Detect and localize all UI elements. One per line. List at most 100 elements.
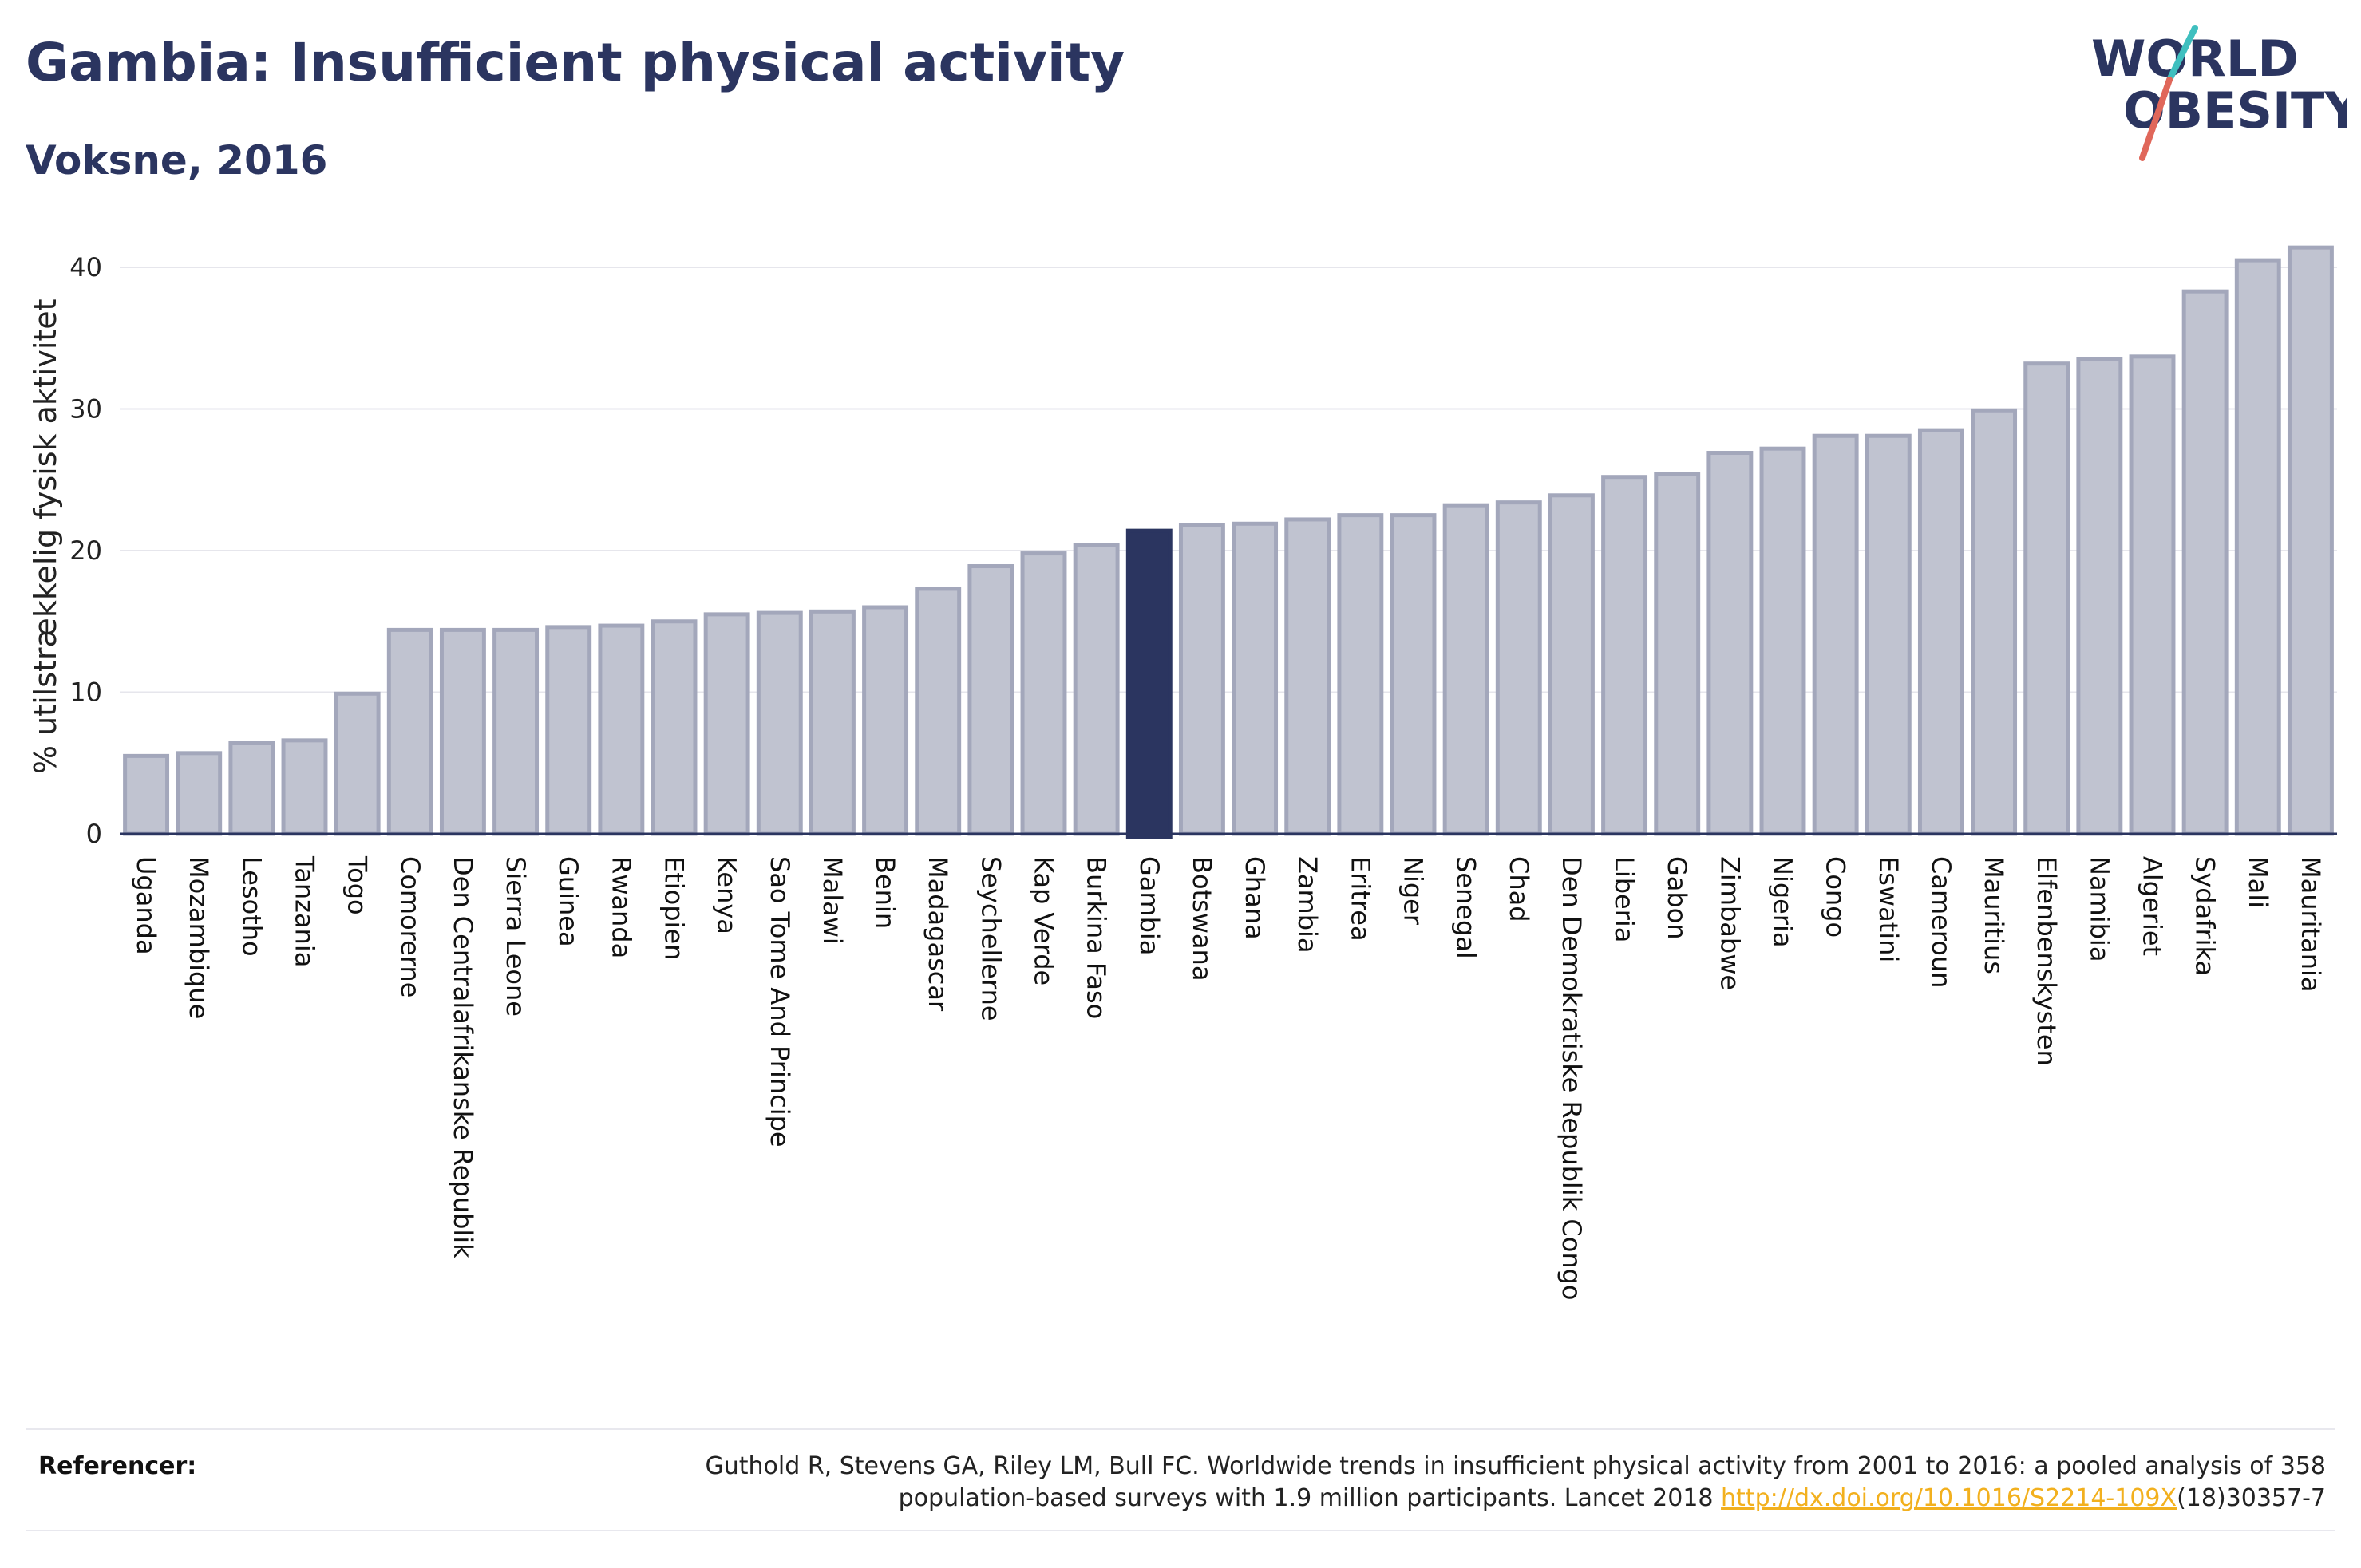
x-tick-label: Comorerne: [395, 856, 425, 997]
x-tick-label: Mauritania: [2296, 856, 2326, 992]
x-tick-label: Rwanda: [606, 856, 636, 958]
page-subtitle: Voksne, 2016: [26, 137, 328, 184]
bar-burkina-faso: [1073, 543, 1120, 836]
x-tick-label: Sydafrika: [2190, 856, 2221, 976]
x-tick-label: Sao Tome And Principe: [765, 856, 795, 1147]
x-tick-label: Senegal: [1451, 856, 1481, 959]
x-tick-label: Nigeria: [1768, 856, 1798, 947]
x-tick-label: Elfenbenskysten: [2031, 856, 2062, 1066]
x-tick-label: Togo: [342, 855, 373, 915]
x-tick-label: Kap Verde: [1029, 856, 1059, 985]
bar-tanzania: [281, 738, 328, 836]
bar-benin: [862, 605, 909, 836]
bar-rwanda: [598, 623, 645, 836]
y-tick-label: 0: [86, 819, 102, 849]
bar-seychellerne: [967, 564, 1014, 836]
x-tick-label: Zambia: [1292, 856, 1323, 954]
world-obesity-logo: WORLD OBESITY: [2091, 25, 2347, 161]
x-tick-label: Guinea: [553, 856, 583, 947]
bar-mauritius: [1971, 408, 2018, 836]
y-tick-label: 40: [69, 252, 102, 282]
bar-uganda: [123, 753, 170, 836]
bar-senegal: [1442, 503, 1489, 836]
bar-eswatini: [1865, 433, 1912, 836]
bar-gambia: [1125, 528, 1173, 839]
logo-line1: WORLD: [2091, 30, 2299, 88]
bar-algeriet: [2129, 354, 2176, 836]
bar-zambia: [1284, 517, 1331, 836]
y-tick-label: 30: [69, 394, 102, 425]
bar-chart: 0 10 20 30 40% utilstrækkelig fysisk aktivit…: [28, 245, 2337, 1300]
x-tick-label: Uganda: [131, 856, 161, 955]
bar-guinea: [545, 625, 592, 836]
x-tick-label: Burkina Faso: [1082, 856, 1112, 1019]
bar-togo: [334, 691, 381, 836]
bar-gabon: [1654, 472, 1701, 836]
y-tick-label: 10: [69, 677, 102, 708]
x-tick-label: Den Centralafrikanske Republik: [448, 856, 478, 1258]
x-tick-label: Den Demokratiske Republik Congo: [1556, 856, 1587, 1300]
bar-kap-verde: [1020, 551, 1067, 836]
bar-chad: [1495, 500, 1542, 836]
bar-comorerne: [386, 627, 433, 836]
reference-doi-link[interactable]: http://dx.doi.org/10.1016/S2214-109X: [1721, 1484, 2177, 1512]
x-tick-label: Eswatini: [1873, 856, 1904, 962]
bar-mali: [2234, 258, 2281, 836]
bar-liberia: [1601, 475, 1648, 836]
bar-den-demokratiske-republik-congo: [1548, 493, 1595, 836]
x-tick-label: Mozambique: [184, 856, 214, 1019]
references-label: Referencer:: [38, 1452, 197, 1480]
x-tick-label: Cameroun: [1926, 856, 1956, 988]
x-tick-label: Malawi: [817, 856, 848, 945]
x-tick-label: Sierra Leone: [500, 856, 531, 1017]
reference-line2-suffix: (18)30357-7: [2177, 1484, 2326, 1512]
x-tick-label: Chad: [1504, 856, 1534, 922]
x-tick-label: Kenya: [712, 856, 742, 934]
x-tick-label: Tanzania: [290, 855, 320, 967]
y-axis-label: % utilstrækkelig fysisk aktivitet: [28, 298, 63, 774]
x-tick-label: Zimbabwe: [1714, 856, 1745, 990]
x-tick-label: Gambia: [1134, 856, 1165, 955]
x-tick-label: Mauritius: [1979, 856, 2009, 974]
bar-namibia: [2076, 357, 2123, 836]
bar-nigeria: [1759, 446, 1806, 836]
bar-den-centralafrikanske-republik: [439, 627, 486, 836]
x-tick-label: Benin: [870, 856, 900, 929]
bar-madagascar: [915, 587, 962, 836]
x-tick-label: Namibia: [2084, 856, 2114, 962]
references-section: Referencer: Guthold R, Stevens GA, Riley…: [26, 1428, 2335, 1531]
references-text: Guthold R, Stevens GA, Riley LM, Bull FC…: [490, 1451, 2326, 1515]
y-tick-label: 20: [69, 535, 102, 566]
bar-sydafrika: [2181, 289, 2229, 836]
bar-elfenbenskysten: [2023, 361, 2070, 836]
bar-mauritania: [2287, 245, 2334, 836]
x-tick-label: Eritrea: [1345, 856, 1375, 942]
bar-sao-tome-and-principe: [756, 610, 803, 836]
page-title: Gambia: Insufficient physical activity: [26, 32, 1125, 93]
bar-cameroun: [1917, 428, 1964, 836]
x-tick-label: Botswana: [1187, 856, 1217, 981]
x-tick-label: Liberia: [1609, 856, 1639, 942]
x-tick-label: Niger: [1398, 856, 1429, 926]
x-tick-label: Etiopien: [659, 856, 690, 960]
reference-line1: Guthold R, Stevens GA, Riley LM, Bull FC…: [705, 1452, 2326, 1480]
bar-ghana: [1232, 521, 1279, 836]
bar-congo: [1812, 433, 1859, 836]
reference-line2-prefix: population-based surveys with 1.9 millio…: [898, 1484, 1722, 1512]
bar-etiopien: [651, 619, 698, 836]
bar-malawi: [809, 609, 856, 836]
x-tick-label: Congo: [1821, 856, 1851, 938]
x-tick-label: Ghana: [1240, 856, 1270, 940]
bar-kenya: [703, 612, 750, 836]
x-tick-label: Gabon: [1662, 856, 1692, 940]
bar-sierra-leone: [492, 627, 540, 836]
bar-eritrea: [1337, 513, 1384, 836]
x-tick-label: Algeriet: [2138, 856, 2168, 956]
bar-lesotho: [228, 741, 275, 836]
bar-mozambique: [176, 751, 223, 836]
x-tick-label: Mali: [2243, 856, 2273, 908]
x-tick-label: Seychellerne: [975, 856, 1006, 1021]
x-tick-label: Madagascar: [923, 856, 953, 1012]
bar-niger: [1390, 513, 1437, 836]
x-tick-label: Lesotho: [236, 856, 267, 957]
